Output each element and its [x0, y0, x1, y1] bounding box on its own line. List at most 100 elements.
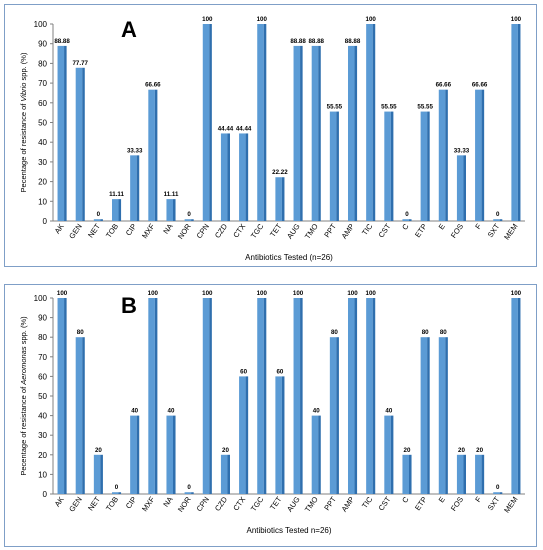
data-label: 11.11	[164, 191, 179, 198]
chart-panel-a: A 0 10 20 30 40 50 60 70 80 90 100 88.88 AK 77.77 GEN 0…	[4, 4, 537, 267]
bar	[166, 415, 173, 494]
y-tick-label: 20	[38, 451, 47, 460]
bar-shade	[372, 298, 376, 494]
bar	[329, 337, 337, 494]
category-label: NA	[161, 222, 174, 236]
bar-shade	[281, 177, 285, 221]
bar	[184, 492, 192, 494]
category-label: C	[400, 495, 411, 505]
bar-shade	[481, 454, 485, 494]
data-label: 100	[202, 290, 213, 297]
category-label: AK	[53, 495, 66, 508]
y-tick-label: 90	[38, 40, 47, 49]
category-label: PPT	[322, 222, 338, 239]
y-tick-label: 70	[38, 353, 47, 362]
data-label: 88.88	[308, 38, 324, 45]
category-label: CTX	[231, 222, 247, 239]
y-tick-label: 30	[38, 158, 47, 167]
bar-shade	[390, 415, 394, 494]
bar	[420, 337, 428, 494]
bar-shade	[318, 45, 321, 221]
bar-shade	[445, 89, 448, 221]
data-label: 0	[405, 211, 409, 218]
category-label: MXF	[140, 222, 157, 240]
bar	[475, 454, 482, 494]
y-axis-title-part: Pecentage of resistance of	[19, 102, 28, 193]
bar-shade	[427, 111, 430, 221]
chart-a: 0 10 20 30 40 50 60 70 80 90 100 88.88 AK 77.77 GEN 0 NE…	[19, 16, 525, 262]
category-label: NET	[86, 222, 102, 240]
bar-shade	[263, 24, 267, 221]
bar	[275, 177, 282, 221]
data-label: 100	[202, 16, 213, 23]
bar-shade	[499, 492, 503, 494]
y-axis-title-part: Aeromonas	[19, 346, 28, 386]
bar-shade	[118, 492, 122, 494]
y-tick-label: 60	[38, 372, 47, 381]
bar-shade	[300, 45, 303, 221]
data-label: 88.88	[290, 38, 306, 45]
data-label: 80	[331, 329, 338, 336]
bar-shade	[136, 415, 140, 494]
bar	[257, 24, 264, 221]
data-label: 55.55	[327, 104, 343, 111]
x-axis-title: Antibiotics Tested n=26)	[246, 526, 331, 535]
bar	[293, 45, 301, 221]
bar-shade	[281, 376, 285, 494]
data-label: 55.55	[381, 104, 397, 111]
bar-shade	[318, 415, 321, 494]
category-label: NA	[161, 495, 174, 509]
data-label: 11.11	[109, 191, 124, 198]
bar-shade	[172, 199, 176, 221]
bar	[75, 67, 83, 222]
bar-shade	[154, 89, 158, 221]
bar-shade	[336, 337, 339, 494]
data-label: 77.77	[72, 60, 88, 67]
category-label: PPT	[322, 495, 338, 512]
category-label: E	[437, 495, 447, 504]
bar	[384, 111, 391, 221]
y-tick-label: 40	[38, 138, 47, 147]
bar-shade	[354, 45, 358, 221]
category-label: NOR	[176, 222, 193, 241]
bar	[511, 298, 518, 494]
category-label: MXF	[140, 495, 157, 513]
bar	[275, 376, 282, 494]
y-tick-label: 30	[38, 431, 47, 440]
category-label: E	[437, 222, 447, 231]
bar	[438, 89, 446, 221]
bar	[493, 219, 500, 221]
y-tick-label: 10	[38, 470, 47, 479]
bar-shade	[227, 454, 230, 494]
bar-shade	[445, 337, 448, 494]
data-label: 0	[115, 484, 119, 491]
data-label: 44.44	[236, 125, 252, 132]
bar	[293, 298, 301, 494]
data-label: 0	[496, 484, 500, 491]
bar-shade	[64, 45, 67, 221]
bar	[348, 298, 355, 494]
data-label: 100	[293, 290, 304, 297]
bar-shade	[209, 298, 212, 494]
data-label: 40	[313, 408, 320, 415]
bar	[93, 219, 101, 221]
category-label: NOR	[176, 495, 193, 514]
category-label: NET	[86, 495, 102, 513]
category-label: TOB	[104, 495, 120, 513]
data-label: 20	[458, 447, 465, 454]
y-tick-label: 90	[38, 314, 47, 323]
y-tick-label: 40	[38, 412, 47, 421]
data-label: 44.44	[218, 125, 234, 132]
data-label: 100	[347, 290, 358, 297]
bar-shade	[245, 376, 249, 494]
bar	[57, 298, 65, 494]
category-label: CPN	[194, 495, 210, 513]
category-label: TMO	[303, 222, 320, 241]
bar-shade	[82, 67, 85, 222]
bar-shade	[499, 219, 503, 221]
bar	[402, 219, 409, 221]
y-tick-label: 100	[34, 294, 48, 303]
bar-shade	[390, 111, 394, 221]
bar-shade	[427, 337, 430, 494]
bar	[93, 454, 101, 494]
